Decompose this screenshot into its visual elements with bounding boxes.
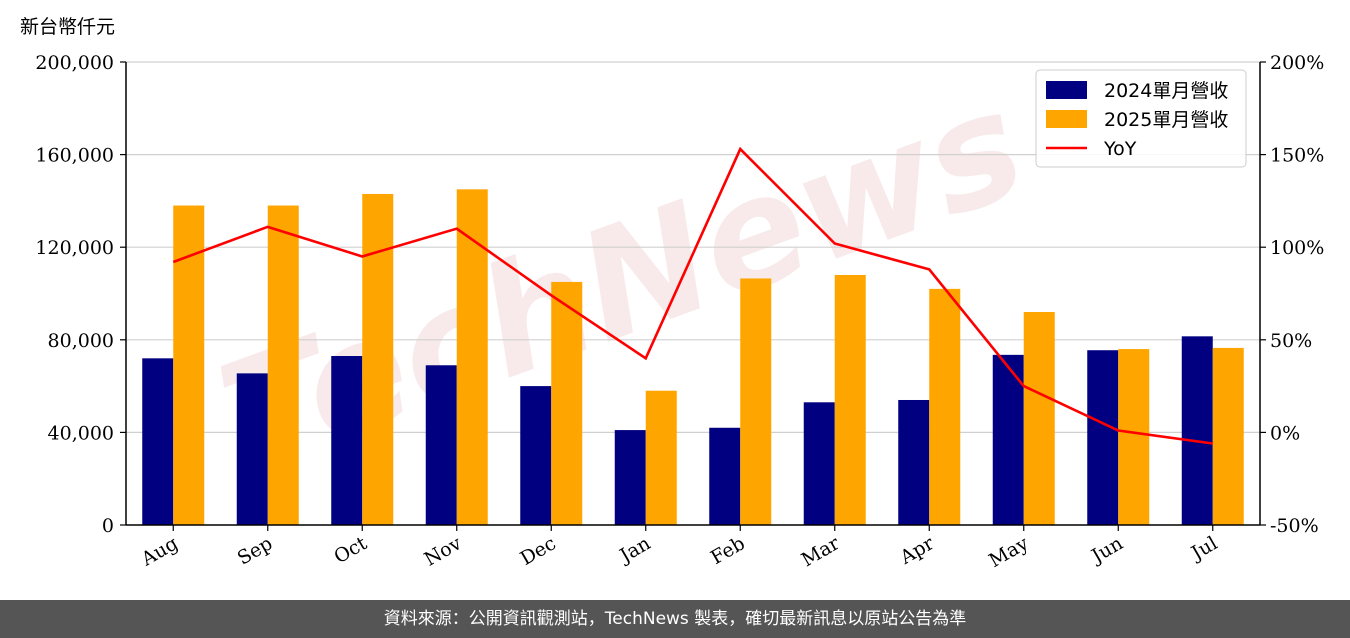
y2-tick-label: 50% [1270, 330, 1312, 352]
bar-2024 [331, 356, 363, 525]
x-tick-label: Dec [517, 532, 560, 570]
y2-tick-label: 150% [1270, 145, 1324, 167]
legend-label: 2025單月營收 [1104, 109, 1228, 131]
bar-2024 [614, 430, 646, 525]
bar-2025 [929, 288, 961, 525]
legend: 2024單月營收 2025單月營收 YoY [1035, 69, 1247, 168]
x-tick-label: Jul [1186, 532, 1221, 565]
bar-2024 [898, 399, 930, 525]
bar-2024 [425, 365, 457, 525]
y2-tick-label: -50% [1270, 515, 1319, 537]
y-tick-label: 120,000 [35, 237, 114, 259]
bar-2025 [551, 281, 583, 525]
bar-2024 [1087, 350, 1119, 525]
x-tick-label: Apr [896, 532, 939, 569]
legend-label: YoY [1103, 138, 1137, 160]
bar-2025 [267, 205, 299, 525]
y-tick-label: 40,000 [48, 422, 114, 444]
x-tick-label: Jun [1086, 532, 1127, 568]
bar-2025 [834, 274, 866, 525]
chart-canvas: TechNews040,00080,000120,000160,000200,0… [35, 52, 1324, 572]
legend-swatch [1046, 110, 1087, 128]
bar-2024 [992, 354, 1024, 525]
y2-tick-label: 200% [1270, 52, 1324, 74]
bar-2025 [1118, 349, 1150, 525]
bar-2024 [520, 386, 552, 525]
y-tick-label: 160,000 [35, 145, 114, 167]
bar-2025 [1023, 312, 1055, 525]
bar-2024 [803, 402, 835, 525]
x-tick-label: May [985, 532, 1032, 572]
bar-2024 [142, 358, 174, 525]
bar-2025 [362, 193, 394, 525]
bar-2024 [1181, 336, 1213, 525]
bar-2024 [709, 427, 741, 525]
x-tick-label: Nov [421, 532, 466, 571]
bar-2025 [740, 278, 772, 525]
legend-label: 2024單月營收 [1104, 80, 1228, 102]
x-tick-label: Aug [137, 532, 182, 571]
x-tick-label: Sep [234, 532, 277, 569]
legend-swatch [1046, 81, 1087, 99]
x-tick-label: Oct [330, 532, 371, 568]
y2-tick-label: 0% [1270, 422, 1300, 444]
source-footer: 資料來源：公開資訊觀測站，TechNews 製表，確切最新訊息以原站公告為準 [0, 600, 1350, 638]
y-tick-label: 0 [102, 515, 114, 537]
y-tick-label: 200,000 [35, 52, 114, 74]
x-tick-label: Jan [615, 532, 655, 568]
y2-tick-label: 100% [1270, 237, 1324, 259]
y-axis-unit-label: 新台幣仟元 [20, 16, 116, 38]
bar-2024 [236, 373, 268, 525]
bar-2025 [645, 390, 677, 525]
bar-2025 [456, 189, 488, 525]
bar-2025 [1212, 347, 1244, 525]
yoy-line [172, 146, 1213, 445]
y-tick-label: 80,000 [48, 330, 114, 352]
revenue-chart: TechNews 0 40,000 80,000 120,000 160,000 200,0… [35, 52, 1324, 572]
x-tick-label: Feb [707, 532, 749, 569]
legend-box [1035, 69, 1247, 168]
x-tick-label: Mar [798, 532, 844, 571]
